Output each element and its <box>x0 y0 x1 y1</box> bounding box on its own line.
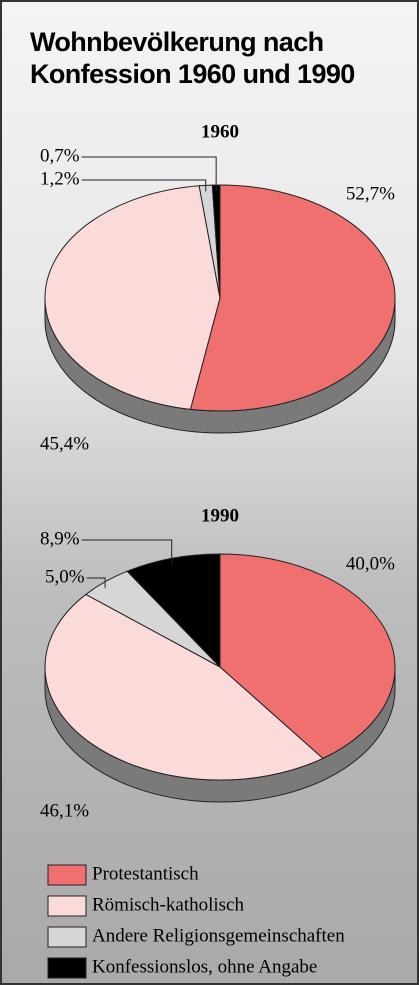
value-label: 0,7% <box>40 145 80 166</box>
value-label: 52,7% <box>346 183 395 204</box>
chart: 1960 52,7% 45,4% 1,2%0,7% 1990 40,0% 46,1% 5,0%… <box>0 0 419 985</box>
legend-swatch <box>48 958 86 978</box>
legend-label: Römisch-katholisch <box>92 894 244 915</box>
value-label: 45,4% <box>40 433 89 454</box>
page: Wohnbevölkerung nach Konfession 1960 und… <box>0 0 419 985</box>
legend-swatch <box>48 865 86 885</box>
legend-label: Protestantisch <box>92 863 199 884</box>
legend-label: Andere Religionsgemeinschaften <box>92 925 345 946</box>
legend-swatch <box>48 896 86 916</box>
value-label: 5,0% <box>45 566 85 587</box>
value-label: 1,2% <box>40 168 80 189</box>
legend-swatch <box>48 927 86 947</box>
value-label: 40,0% <box>346 553 395 574</box>
value-label: 46,1% <box>40 800 89 821</box>
pie-title: 1990 <box>201 505 239 526</box>
pie-title: 1960 <box>201 121 239 142</box>
value-label: 8,9% <box>40 528 80 549</box>
legend-label: Konfessionslos, ohne Angabe <box>92 956 317 977</box>
